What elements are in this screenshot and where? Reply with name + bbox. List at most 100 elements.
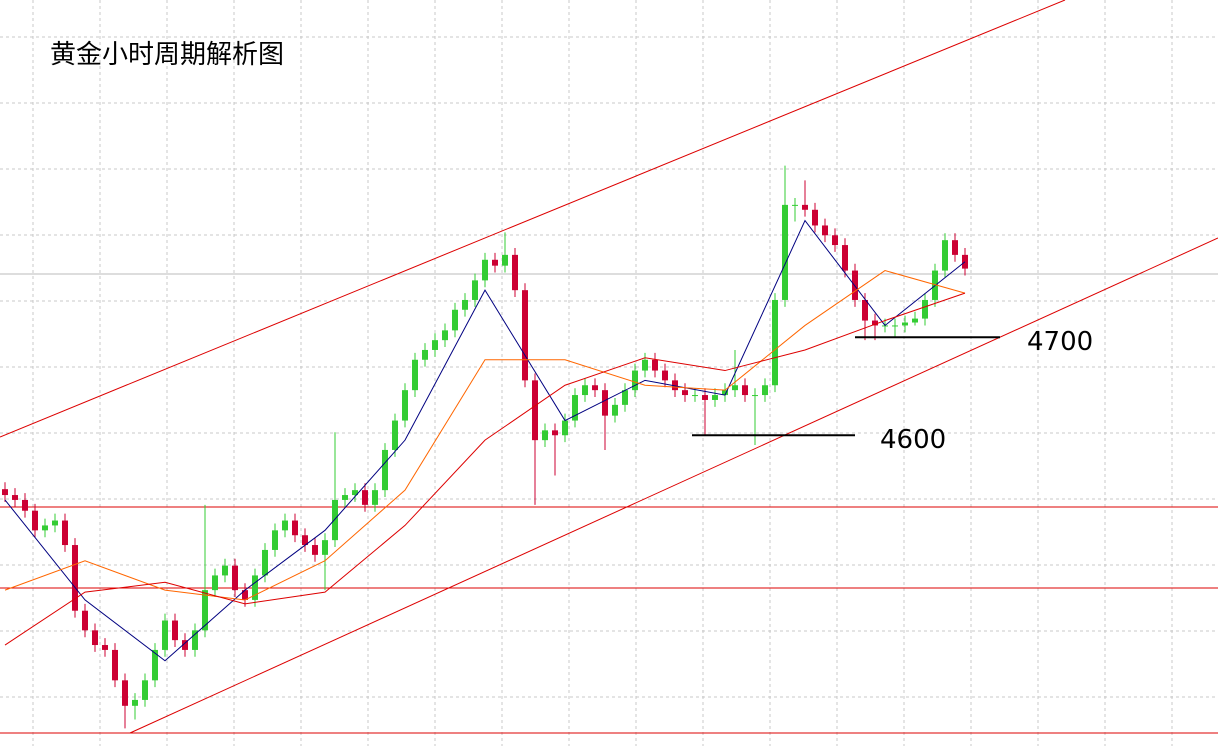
candle-body bbox=[792, 204, 798, 206]
chart-title: 黄金小时周期解析图 bbox=[50, 40, 284, 70]
candle-body bbox=[672, 380, 678, 391]
channel-lower bbox=[129, 237, 1218, 734]
candle-body bbox=[762, 385, 768, 396]
moving-average bbox=[4, 219, 966, 662]
candle-body bbox=[112, 649, 118, 681]
candle-body bbox=[772, 299, 778, 386]
candle-body bbox=[242, 590, 248, 600]
candle-body bbox=[342, 495, 348, 500]
candle-body bbox=[922, 299, 928, 319]
candle-body bbox=[512, 254, 518, 291]
level-label: 4700 bbox=[1027, 327, 1093, 357]
candle-body bbox=[942, 240, 948, 271]
candle-body bbox=[862, 299, 868, 321]
candle-body bbox=[12, 495, 18, 500]
candle-body bbox=[432, 340, 438, 350]
candle-body bbox=[832, 235, 838, 246]
candle-body bbox=[892, 325, 898, 327]
candle-body bbox=[842, 245, 848, 271]
candle-body bbox=[162, 620, 168, 650]
candle-body bbox=[172, 620, 178, 641]
moving-average bbox=[4, 270, 966, 601]
candle-body bbox=[582, 385, 588, 396]
candle-body bbox=[752, 395, 758, 397]
candle-body bbox=[152, 649, 158, 681]
candle-body bbox=[822, 225, 828, 236]
candle-body bbox=[602, 390, 608, 416]
candle-body bbox=[782, 204, 788, 300]
moving-average bbox=[4, 292, 966, 646]
candle-body bbox=[72, 545, 78, 611]
candle-body bbox=[22, 499, 28, 511]
candle-body bbox=[92, 630, 98, 646]
candle-body bbox=[2, 489, 8, 496]
candle-body bbox=[232, 565, 238, 591]
candle-body bbox=[522, 290, 528, 381]
candle-body bbox=[192, 630, 198, 650]
candle-body bbox=[412, 359, 418, 391]
candle-body bbox=[952, 240, 958, 255]
candle-body bbox=[572, 395, 578, 421]
candle-body bbox=[562, 420, 568, 436]
candle-body bbox=[502, 254, 508, 266]
candle-body bbox=[82, 610, 88, 631]
plot: 4600 4700 bbox=[2, 165, 1093, 729]
candle-body bbox=[662, 370, 668, 381]
candle-body bbox=[42, 525, 48, 531]
candle-body bbox=[592, 385, 598, 391]
candle-body bbox=[362, 490, 368, 505]
candle-body bbox=[812, 209, 818, 226]
candle-body bbox=[542, 430, 548, 441]
candle-body bbox=[642, 359, 648, 371]
level-label: 4600 bbox=[880, 425, 946, 455]
candle-body bbox=[742, 385, 748, 396]
candle-body bbox=[382, 449, 388, 491]
candle-body bbox=[912, 318, 918, 323]
candle-body bbox=[142, 680, 148, 700]
candle-body bbox=[422, 349, 428, 360]
candle-body bbox=[902, 322, 908, 326]
candle-body bbox=[722, 390, 728, 396]
candle-body bbox=[292, 520, 298, 536]
candle-body bbox=[802, 204, 808, 210]
candle-body bbox=[682, 390, 688, 396]
candle-body bbox=[732, 385, 738, 391]
channel-upper bbox=[0, 0, 1066, 438]
candle-body bbox=[692, 395, 698, 397]
candle-body bbox=[52, 520, 58, 526]
candle-body bbox=[652, 359, 658, 371]
candle-body bbox=[702, 395, 708, 400]
candle-body bbox=[532, 380, 538, 441]
candle-body bbox=[402, 390, 408, 421]
candle-body bbox=[312, 545, 318, 555]
candle-body bbox=[122, 680, 128, 706]
candle-body bbox=[452, 309, 458, 331]
candle-body bbox=[202, 590, 208, 631]
candle-body bbox=[102, 645, 108, 650]
candle-body bbox=[272, 530, 278, 550]
candle-body bbox=[302, 535, 308, 546]
candle-body bbox=[282, 520, 288, 531]
candle-body bbox=[132, 699, 138, 706]
candle-body bbox=[262, 549, 268, 576]
candle-body bbox=[492, 259, 498, 266]
candle-body bbox=[372, 490, 378, 505]
candle-body bbox=[462, 299, 468, 310]
candle-body bbox=[712, 395, 718, 400]
candle-body bbox=[872, 320, 878, 326]
candle-body bbox=[552, 430, 558, 436]
candle-body bbox=[852, 270, 858, 300]
candle-body bbox=[182, 640, 188, 650]
candle-body bbox=[332, 499, 338, 541]
candle-body bbox=[32, 510, 38, 531]
candle-body bbox=[352, 490, 358, 496]
candle-body bbox=[472, 280, 478, 300]
candle-body bbox=[612, 404, 618, 416]
candle-body bbox=[392, 420, 398, 450]
candle-body bbox=[442, 330, 448, 341]
candle-body bbox=[222, 565, 228, 576]
candle-body bbox=[252, 575, 258, 600]
